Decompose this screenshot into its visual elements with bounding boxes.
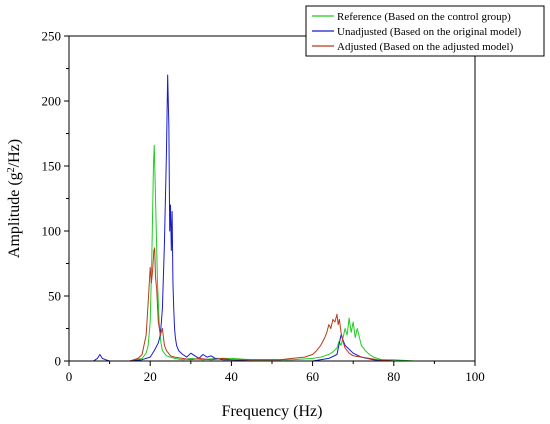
series-line-3 <box>69 247 475 362</box>
legend-label-1: Reference (Based on the control group) <box>337 11 511 23</box>
series-layer <box>69 74 475 362</box>
series-line-1 <box>69 144 475 362</box>
ticks-layer: 0 20 40 60 80 100 0 50 100 150 200 250 <box>42 29 485 385</box>
y-tick-label: 0 <box>55 354 62 369</box>
y-tick-label: 50 <box>48 289 61 304</box>
x-tick-label: 60 <box>306 369 319 384</box>
y-axis-title-sup: 2 <box>6 167 17 172</box>
x-axis-title: Frequency (Hz) <box>222 403 323 420</box>
legend-label-2: Unadjusted (Based on the original model) <box>337 26 522 38</box>
y-axis-title: Amplitude (g2/Hz) <box>6 139 24 258</box>
series-line-2 <box>69 74 475 362</box>
x-tick-label: 0 <box>66 369 73 384</box>
legend: Reference (Based on the control group) Un… <box>305 5 545 57</box>
x-tick-label: 40 <box>225 369 238 384</box>
legend-box <box>305 5 545 57</box>
legend-label-3: Adjusted (Based on the adjusted model) <box>337 41 514 53</box>
y-axis-title-pre: Amplitude (g <box>6 172 23 258</box>
y-axis-title-post: /Hz) <box>6 139 23 167</box>
plot-frame <box>68 35 476 362</box>
x-tick-label: 80 <box>387 369 400 384</box>
y-tick-label: 100 <box>42 224 62 239</box>
y-tick-label: 200 <box>42 94 62 109</box>
y-tick-label: 250 <box>42 29 62 44</box>
x-tick-label: 20 <box>144 369 157 384</box>
y-tick-label: 150 <box>42 159 62 174</box>
x-tick-label: 100 <box>465 369 485 384</box>
